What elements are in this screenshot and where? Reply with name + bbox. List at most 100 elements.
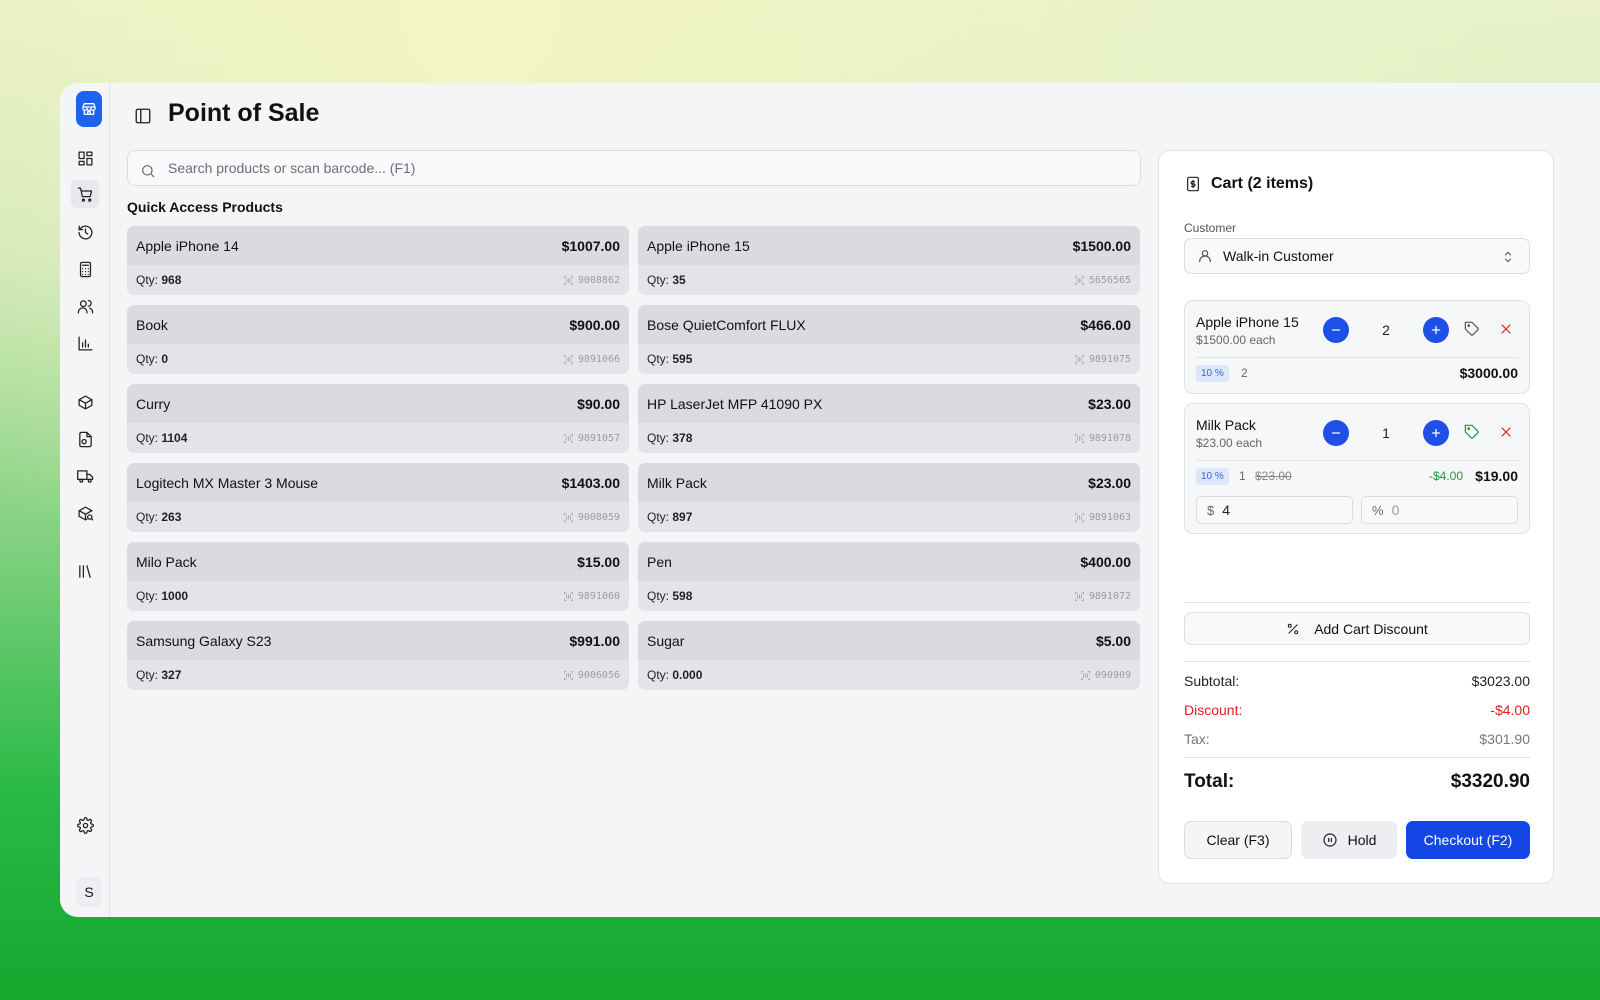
cart-item-qty[interactable]: 2 xyxy=(1382,322,1390,338)
product-barcode: 9891075 xyxy=(1074,354,1131,365)
scan-barcode-icon xyxy=(1074,275,1084,285)
product-card[interactable]: Bose QuietComfort FLUX $466.00 Qty: 595 98… xyxy=(638,305,1140,374)
customer-value: Walk-in Customer xyxy=(1223,248,1334,264)
fixed-discount-value: 4 xyxy=(1222,502,1231,518)
product-card[interactable]: Logitech MX Master 3 Mouse $1403.00 Qty: … xyxy=(127,463,629,532)
cart-icon[interactable] xyxy=(71,180,99,208)
subtotal-label: Subtotal: xyxy=(1184,673,1240,689)
product-name: Curry xyxy=(136,395,171,412)
scan-barcode-icon xyxy=(563,275,573,285)
product-barcode: 9008862 xyxy=(563,275,620,286)
product-price: $15.00 xyxy=(577,553,620,570)
scan-barcode-icon xyxy=(1080,670,1090,680)
product-qty: Qty: 598 xyxy=(647,589,693,603)
remove-item-icon[interactable] xyxy=(1498,424,1516,442)
truck-icon[interactable] xyxy=(71,462,99,490)
tax-value: $301.90 xyxy=(1479,731,1530,747)
cart-item-name: Milk Pack xyxy=(1196,417,1256,433)
product-qty: Qty: 897 xyxy=(647,510,693,524)
percent-discount-field[interactable]: % 0 xyxy=(1361,496,1518,524)
chart-icon[interactable] xyxy=(71,329,99,357)
product-qty: Qty: 595 xyxy=(647,352,693,366)
users-icon[interactable] xyxy=(71,292,99,320)
customer-select[interactable]: Walk-in Customer xyxy=(1184,238,1530,274)
discount-row: Discount: -$4.00 xyxy=(1184,702,1530,718)
product-name: Milk Pack xyxy=(647,474,707,491)
product-card[interactable]: Apple iPhone 15 $1500.00 Qty: 35 5656565 xyxy=(638,226,1140,295)
calculator-icon[interactable] xyxy=(71,255,99,283)
product-price: $1007.00 xyxy=(561,237,620,254)
increase-qty-button[interactable] xyxy=(1423,317,1449,343)
library-icon[interactable] xyxy=(71,557,99,585)
search-input[interactable] xyxy=(168,151,1128,185)
product-card[interactable]: Book $900.00 Qty: 0 9891066 xyxy=(127,305,629,374)
product-card[interactable]: Pen $400.00 Qty: 598 9891072 xyxy=(638,542,1140,611)
hold-button[interactable]: Hold xyxy=(1301,821,1397,859)
scan-barcode-icon xyxy=(1074,512,1084,522)
discount-label: Discount: xyxy=(1184,702,1243,718)
history-icon[interactable] xyxy=(71,218,99,246)
tag-icon[interactable] xyxy=(1464,321,1482,339)
box-icon[interactable] xyxy=(71,388,99,416)
store-logo-icon[interactable] xyxy=(76,91,102,127)
original-price: $23.00 xyxy=(1255,469,1292,483)
product-qty: Qty: 263 xyxy=(136,510,182,524)
product-card[interactable]: Milo Pack $15.00 Qty: 1000 9891060 xyxy=(127,542,629,611)
decrease-qty-button[interactable] xyxy=(1323,317,1349,343)
user-icon xyxy=(1199,250,1211,262)
divider xyxy=(1184,757,1530,758)
product-barcode: 9891063 xyxy=(1074,512,1131,523)
scan-barcode-icon xyxy=(563,591,573,601)
product-barcode: 090909 xyxy=(1080,670,1131,681)
add-cart-discount-button[interactable]: Add Cart Discount xyxy=(1184,612,1530,645)
product-name: Book xyxy=(136,316,168,333)
product-price: $90.00 xyxy=(577,395,620,412)
tax-row: Tax: $301.90 xyxy=(1184,731,1530,747)
product-card[interactable]: HP LaserJet MFP 41090 PX $23.00 Qty: 378 9… xyxy=(638,384,1140,453)
dollar-prefix: $ xyxy=(1207,502,1215,518)
cart-item-qty[interactable]: 1 xyxy=(1382,425,1390,441)
customer-label: Customer xyxy=(1184,221,1237,235)
percent-prefix: % xyxy=(1372,502,1384,518)
product-card[interactable]: Curry $90.00 Qty: 1104 9891057 xyxy=(127,384,629,453)
product-card[interactable]: Sugar $5.00 Qty: 0.000 090909 xyxy=(638,621,1140,690)
product-price: $466.00 xyxy=(1080,316,1131,333)
product-card[interactable]: Apple iPhone 14 $1007.00 Qty: 968 9008862 xyxy=(127,226,629,295)
remove-item-icon[interactable] xyxy=(1498,321,1516,339)
sidebar-toggle-icon[interactable] xyxy=(134,107,152,125)
increase-qty-button[interactable] xyxy=(1423,420,1449,446)
subtotal-value: $3023.00 xyxy=(1471,673,1530,689)
total-value: $3320.90 xyxy=(1450,771,1530,792)
product-barcode: 9891060 xyxy=(563,591,620,602)
product-price: $900.00 xyxy=(569,316,620,333)
product-card[interactable]: Milk Pack $23.00 Qty: 897 9891063 xyxy=(638,463,1140,532)
scan-barcode-icon xyxy=(563,512,573,522)
tag-icon[interactable] xyxy=(1464,424,1482,442)
tax-label: Tax: xyxy=(1184,731,1210,747)
divider xyxy=(1184,661,1530,662)
avatar[interactable]: S xyxy=(76,877,102,907)
package-search-icon[interactable] xyxy=(71,499,99,527)
gear-icon[interactable] xyxy=(71,811,99,839)
product-name: Apple iPhone 15 xyxy=(647,237,750,254)
decrease-qty-button[interactable] xyxy=(1323,420,1349,446)
search-bar xyxy=(127,150,1141,186)
discount-value: -$4.00 xyxy=(1490,702,1530,718)
clear-button[interactable]: Clear (F3) xyxy=(1184,821,1292,859)
scan-barcode-icon xyxy=(563,433,573,443)
total-row: Total: $3320.90 xyxy=(1184,771,1530,793)
product-barcode: 5656565 xyxy=(1074,275,1131,286)
scan-barcode-icon xyxy=(1074,433,1084,443)
checkout-button[interactable]: Checkout (F2) xyxy=(1406,821,1530,859)
product-qty: Qty: 378 xyxy=(647,431,693,445)
file-icon[interactable] xyxy=(71,425,99,453)
dashboard-icon[interactable] xyxy=(71,144,99,172)
fixed-discount-field[interactable]: $ 4 xyxy=(1196,496,1353,524)
product-price: $991.00 xyxy=(569,632,620,649)
product-name: Logitech MX Master 3 Mouse xyxy=(136,474,319,491)
product-card[interactable]: Samsung Galaxy S23 $991.00 Qty: 327 900605… xyxy=(127,621,629,690)
chevrons-up-down-icon xyxy=(1504,251,1512,263)
product-name: Sugar xyxy=(647,632,685,649)
product-qty: Qty: 0.000 xyxy=(647,668,703,682)
product-price: $1403.00 xyxy=(561,474,620,491)
